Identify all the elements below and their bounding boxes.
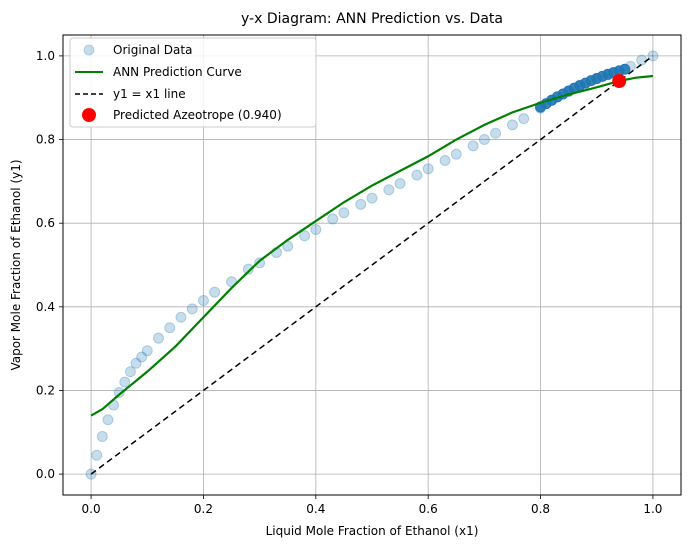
original-data-point bbox=[478, 134, 490, 146]
original-data-point bbox=[164, 322, 176, 334]
original-data-point bbox=[242, 263, 254, 275]
y-tick-label: 0.0 bbox=[36, 467, 55, 481]
azeotrope-point bbox=[612, 74, 627, 88]
original-data-point bbox=[91, 449, 103, 461]
original-data-point bbox=[113, 387, 125, 399]
diagonal-line bbox=[90, 55, 654, 475]
y-tick-label: 0.8 bbox=[36, 133, 55, 147]
ann-prediction-curve bbox=[90, 74, 654, 417]
axis-ticks: 0.0 0.2 0.4 0.6 0.8 1.0 0.0 0.2 0.4 0.6 0.8 1.0 bbox=[36, 49, 663, 516]
original-data-point bbox=[119, 376, 131, 388]
original-data-point bbox=[209, 286, 221, 298]
x-tick-label: 0.2 bbox=[194, 502, 213, 516]
original-data-point bbox=[506, 119, 518, 131]
original-data-point bbox=[136, 351, 148, 363]
plot-frame bbox=[62, 34, 682, 496]
legend: Original Data ANN Prediction Curve y1 = … bbox=[69, 37, 317, 128]
x-tick-label: 0.4 bbox=[306, 502, 325, 516]
original-data-point bbox=[153, 332, 165, 344]
x-tick-label: 0.6 bbox=[419, 502, 438, 516]
x-tick-label: 0.0 bbox=[82, 502, 101, 516]
chart-title: y-x Diagram: ANN Prediction vs. Data bbox=[241, 11, 503, 27]
original-data-point bbox=[124, 366, 136, 378]
original-data-point bbox=[130, 357, 142, 369]
original-data-point bbox=[96, 430, 108, 442]
original-data-point bbox=[422, 163, 434, 175]
original-data-point bbox=[355, 198, 367, 210]
legend-label-original-data: Original Data bbox=[113, 43, 192, 57]
legend-label-diagonal: y1 = x1 line bbox=[113, 87, 186, 101]
original-data-point bbox=[467, 140, 479, 152]
legend-marker-azeotrope bbox=[82, 108, 96, 122]
original-data-point bbox=[310, 223, 322, 235]
original-data-point bbox=[383, 184, 395, 196]
original-data-point bbox=[338, 207, 350, 219]
original-data-point bbox=[518, 113, 530, 125]
original-data-point bbox=[299, 230, 311, 242]
original-data-point bbox=[366, 192, 378, 204]
y-tick-label: 0.4 bbox=[36, 300, 55, 314]
y-tick-label: 0.6 bbox=[36, 216, 55, 230]
x-tick-label: 0.8 bbox=[531, 502, 550, 516]
original-data-point bbox=[141, 345, 153, 357]
y-axis-label: Vapor Mole Fraction of Ethanol (y1) bbox=[9, 159, 23, 370]
original-data-point bbox=[394, 177, 406, 189]
legend-label-ann: ANN Prediction Curve bbox=[113, 65, 242, 79]
original-data-point bbox=[439, 154, 451, 166]
legend-box bbox=[69, 37, 317, 128]
original-data-point bbox=[175, 311, 187, 323]
original-data-point bbox=[197, 295, 209, 307]
legend-marker-original-data bbox=[83, 44, 95, 56]
legend-label-azeotrope: Predicted Azeotrope (0.940) bbox=[113, 108, 282, 122]
original-data-point bbox=[254, 257, 266, 269]
original-data-point bbox=[102, 414, 114, 426]
original-data-point bbox=[186, 303, 198, 315]
original-data-point bbox=[411, 169, 423, 181]
y-tick-label: 1.0 bbox=[36, 49, 55, 63]
y-tick-label: 0.2 bbox=[36, 383, 55, 397]
x-tick-label: 1.0 bbox=[643, 502, 662, 516]
original-data-point bbox=[450, 148, 462, 160]
plot-area bbox=[85, 50, 659, 480]
x-axis-label: Liquid Mole Fraction of Ethanol (x1) bbox=[266, 524, 479, 538]
original-data-point-dense bbox=[619, 63, 631, 75]
original-data-point bbox=[490, 127, 502, 139]
original-data-point bbox=[327, 213, 339, 225]
original-data-point bbox=[636, 54, 648, 66]
